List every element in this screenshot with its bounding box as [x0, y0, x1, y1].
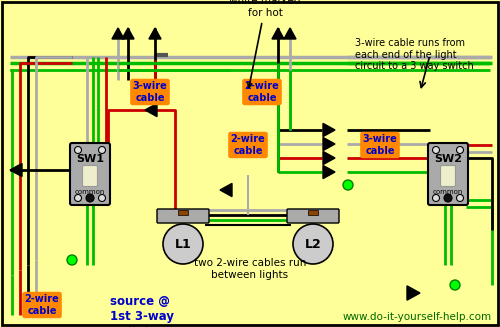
Polygon shape	[323, 151, 335, 164]
Circle shape	[74, 195, 82, 201]
Polygon shape	[145, 103, 157, 117]
Text: common: common	[433, 189, 463, 195]
Text: 3-wire
cable: 3-wire cable	[362, 134, 398, 156]
Polygon shape	[284, 28, 296, 39]
FancyBboxPatch shape	[157, 209, 209, 223]
Text: SW2: SW2	[434, 154, 462, 164]
Polygon shape	[272, 28, 284, 39]
FancyBboxPatch shape	[428, 143, 468, 205]
Text: www.do-it-yourself-help.com: www.do-it-yourself-help.com	[343, 312, 492, 322]
FancyBboxPatch shape	[70, 143, 110, 205]
Text: 2-wire
cable: 2-wire cable	[24, 294, 59, 316]
Text: 3-wire
cable: 3-wire cable	[132, 81, 168, 103]
Polygon shape	[220, 183, 232, 197]
Text: 3-wire cable runs from
each end of the light
circuit to a 3 way switch: 3-wire cable runs from each end of the l…	[355, 38, 474, 71]
Circle shape	[293, 224, 333, 264]
Text: source @
1st 3-way
switch: source @ 1st 3-way switch	[110, 295, 174, 327]
Text: two 2-wire cables run
between lights: two 2-wire cables run between lights	[194, 258, 306, 280]
Text: 2-wire
cable: 2-wire cable	[230, 134, 266, 156]
Circle shape	[444, 194, 452, 202]
Circle shape	[343, 180, 353, 190]
Circle shape	[98, 195, 105, 201]
Circle shape	[450, 280, 460, 290]
Circle shape	[86, 194, 94, 202]
Text: white marked
for hot: white marked for hot	[229, 0, 301, 87]
FancyBboxPatch shape	[82, 165, 98, 186]
FancyBboxPatch shape	[178, 210, 188, 215]
Circle shape	[67, 255, 77, 265]
Text: common: common	[75, 189, 105, 195]
FancyBboxPatch shape	[287, 209, 339, 223]
Polygon shape	[10, 164, 22, 177]
Polygon shape	[323, 137, 335, 151]
Circle shape	[74, 146, 82, 153]
Circle shape	[456, 195, 464, 201]
Polygon shape	[407, 286, 420, 300]
Circle shape	[432, 146, 440, 153]
Polygon shape	[149, 28, 161, 39]
Text: L2: L2	[304, 237, 322, 250]
Polygon shape	[323, 165, 335, 179]
Circle shape	[456, 146, 464, 153]
Polygon shape	[323, 123, 335, 137]
FancyBboxPatch shape	[308, 210, 318, 215]
Text: 2-wire
cable: 2-wire cable	[244, 81, 280, 103]
Circle shape	[98, 146, 105, 153]
Circle shape	[163, 224, 203, 264]
Polygon shape	[112, 28, 124, 39]
FancyBboxPatch shape	[440, 165, 456, 186]
Polygon shape	[122, 28, 134, 39]
Circle shape	[432, 195, 440, 201]
Text: SW1: SW1	[76, 154, 104, 164]
Text: L1: L1	[174, 237, 192, 250]
